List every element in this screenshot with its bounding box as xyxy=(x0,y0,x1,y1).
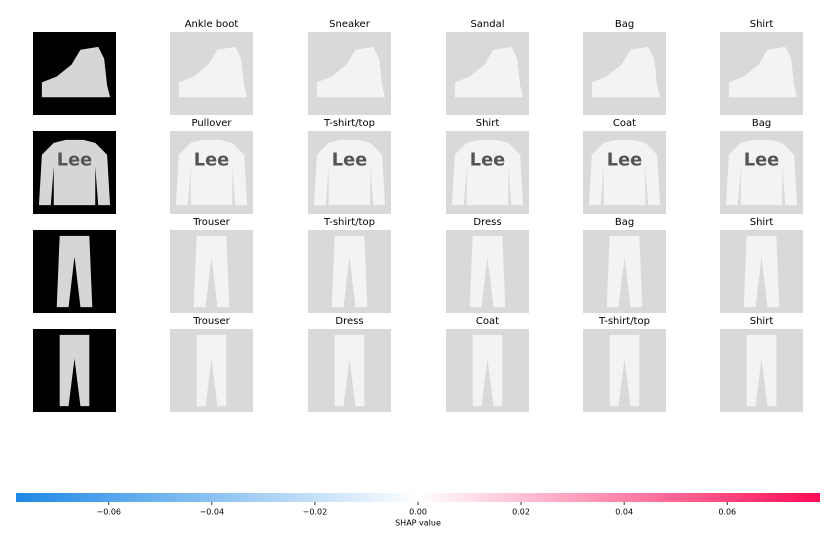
class-label: Dress xyxy=(473,217,501,228)
class-label: Bag xyxy=(752,118,771,129)
class-label: Bag xyxy=(615,217,634,228)
class-label: Shirt xyxy=(476,118,500,129)
class-label: Coat xyxy=(476,316,499,327)
explanation-silhouette xyxy=(313,139,386,206)
class-label: Shirt xyxy=(750,316,774,327)
explanation-silhouette xyxy=(451,139,524,206)
class-label: T-shirt/top xyxy=(323,217,375,228)
class-label: Sneaker xyxy=(329,19,371,30)
class-label: Trouser xyxy=(192,217,230,228)
class-label: Dress xyxy=(335,316,363,327)
explanation-silhouette xyxy=(175,139,248,206)
colorbar-tick-label: −0.04 xyxy=(200,508,225,517)
class-label: Coat xyxy=(613,118,636,129)
colorbar xyxy=(16,493,820,502)
colorbar-tick-label: 0.00 xyxy=(409,508,427,517)
class-label: Pullover xyxy=(191,118,232,129)
colorbar-tick-label: 0.04 xyxy=(615,508,633,517)
explanation-silhouette xyxy=(588,139,661,206)
input-silhouette xyxy=(38,139,111,206)
class-label: Trouser xyxy=(192,316,230,327)
class-label: Shirt xyxy=(750,19,774,30)
class-label: T-shirt/top xyxy=(323,118,375,129)
colorbar-tick-label: −0.06 xyxy=(97,508,122,517)
explanation-silhouette xyxy=(725,139,798,206)
class-label: Shirt xyxy=(750,217,774,228)
class-label: Bag xyxy=(615,19,634,30)
class-label: Sandal xyxy=(470,19,504,30)
colorbar-label: SHAP value xyxy=(395,519,441,528)
class-label: Ankle boot xyxy=(185,19,239,30)
class-label: T-shirt/top xyxy=(598,316,650,327)
colorbar-tick-label: 0.06 xyxy=(718,508,736,517)
colorbar-tick-label: −0.02 xyxy=(303,508,328,517)
colorbar-tick-label: 0.02 xyxy=(512,508,530,517)
